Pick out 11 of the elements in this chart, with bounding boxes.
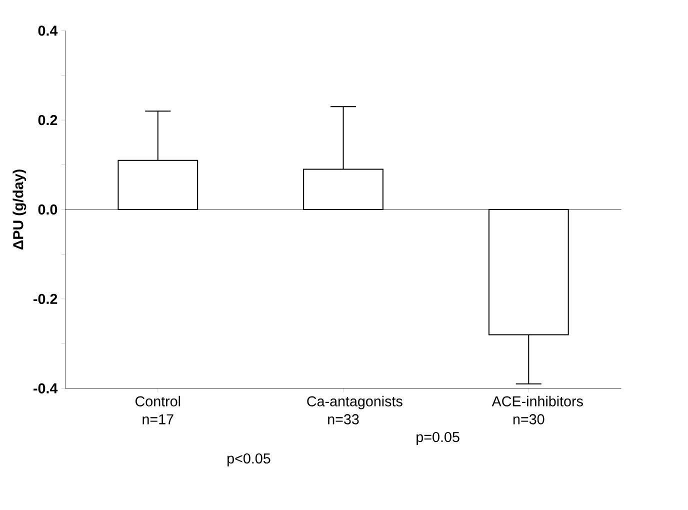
y-tick-label: 0.2 bbox=[38, 114, 58, 126]
text: p=0.05 bbox=[416, 432, 460, 445]
y-tick-label: -0.4 bbox=[34, 383, 58, 394]
y-tick-label: -0.2 bbox=[34, 294, 58, 304]
y-tick-label: 0.4 bbox=[38, 25, 58, 36]
x-tick-label: Ca-antagonists n=33 bbox=[307, 396, 402, 424]
x-tick-label: ACE-inhibitors n=30 bbox=[492, 396, 583, 424]
text: p<0.05 bbox=[228, 453, 270, 466]
y-tick-label: 0.0 bbox=[38, 204, 58, 214]
y-axis-title: ΔPU (g/day) bbox=[12, 169, 26, 250]
x-tick-label: Control n=17 bbox=[136, 396, 180, 424]
